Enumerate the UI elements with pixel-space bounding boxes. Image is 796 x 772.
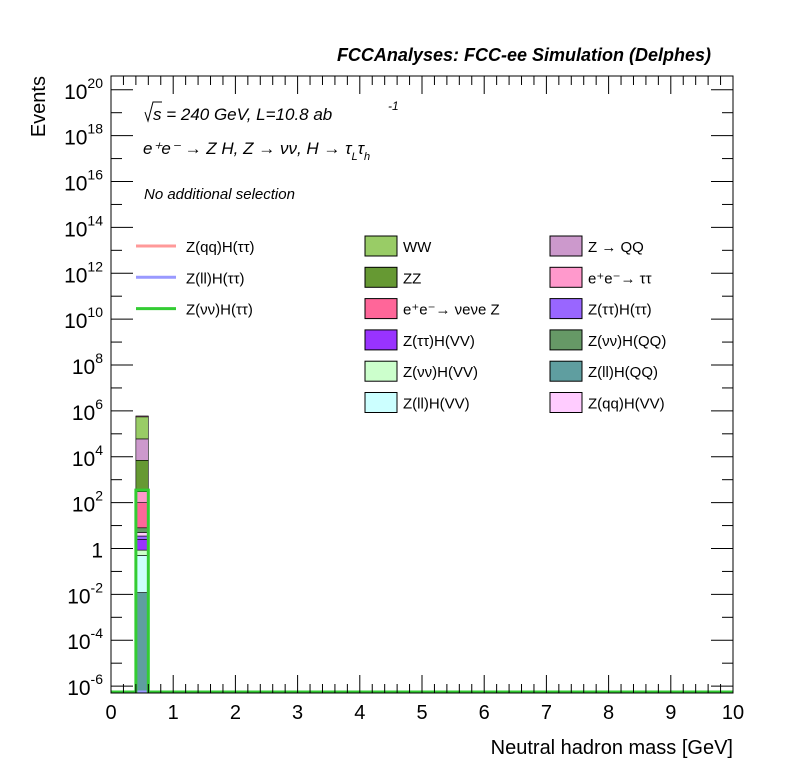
legend-box-swatch — [549, 329, 583, 351]
legend-box-swatch — [364, 392, 398, 413]
x-tick-label: 7 — [541, 702, 552, 724]
y-tick-label: 1016 — [64, 167, 103, 196]
svg-text:e⁺e⁻ → Z H, Z → νν, H → τLτh: e⁺e⁻ → Z H, Z → νν, H → τLτh — [143, 139, 370, 163]
bar-segment-11 — [135, 416, 149, 440]
y-tick-label: 102 — [72, 488, 103, 517]
x-axis-label: Neutral hadron mass [GeV] — [491, 737, 733, 759]
annotation-process: e⁺e⁻ → Z H, Z → νν, H → τLτh — [143, 139, 370, 163]
bar-segment-5 — [135, 532, 149, 537]
x-tick-label: 0 — [105, 702, 116, 724]
bar-segment-1 — [135, 555, 149, 593]
x-tick-label: 8 — [603, 702, 614, 724]
x-tick-label: 2 — [230, 702, 241, 724]
y-tick-label: 1010 — [64, 304, 103, 333]
legend-box-swatch — [549, 360, 583, 382]
bar-segment-0 — [135, 592, 149, 694]
legend-box-swatch — [549, 392, 583, 413]
plot-frame — [110, 75, 734, 694]
y-axis-label: Events — [28, 76, 50, 137]
signal-line-2 — [111, 488, 733, 694]
legend-label: Z(νν)H(VV) — [403, 364, 478, 381]
legend-label: Z(ττ)H(VV) — [403, 333, 475, 350]
y-tick-label: 1018 — [64, 121, 103, 150]
legend: Z(qq)H(ττ) Z(ll)H(ττ) Z(νν)H(ττ) WW ZZ e⁺e⁻→ … — [136, 235, 666, 413]
process-tau: τ — [358, 139, 366, 158]
legend-label: Z(ll)H(VV) — [403, 396, 470, 413]
legend-label: Z(ll)H(QQ) — [588, 364, 658, 381]
chart-title: FCCAnalyses: FCC-ee Simulation (Delphes) — [337, 45, 711, 65]
svg-text:s = 240 GeV, L=10.8 ab: s = 240 GeV, L=10.8 ab — [153, 105, 332, 124]
x-tick-label: 5 — [416, 702, 427, 724]
legend-box-swatch — [549, 266, 583, 288]
legend-box-swatch — [364, 360, 398, 382]
legend-box-swatch — [364, 235, 398, 257]
signal-lines — [111, 488, 733, 694]
bar-segment-8 — [135, 491, 149, 503]
legend-box-swatch — [364, 329, 398, 351]
legend-box-swatch — [549, 235, 583, 257]
x-tick-label: 9 — [665, 702, 676, 724]
y-tick-label: 106 — [72, 396, 103, 425]
annotation-selection: No additional selection — [144, 186, 295, 203]
annotation-energy: s = 240 GeV, L=10.8 ab -1 — [144, 99, 399, 124]
y-tick-label: 10-6 — [67, 671, 103, 700]
legend-box-swatch — [364, 298, 398, 320]
legend-label: Z(νν)H(QQ) — [588, 333, 666, 350]
bar-segment-2 — [135, 549, 149, 556]
legend-label: WW — [403, 239, 432, 256]
legend-box-swatch — [549, 298, 583, 320]
x-tick-label: 10 — [722, 702, 744, 724]
legend-box-swatch — [364, 266, 398, 288]
legend-label: ZZ — [403, 270, 421, 287]
bar-segment-9 — [135, 460, 149, 492]
axes: 0 1 2 3 4 5 6 7 8 9 10 1020 1018 1016 1014 1012 1010 108 1… — [64, 75, 744, 724]
legend-label: Z(νν)H(ττ) — [186, 302, 253, 319]
bar-segment-10 — [135, 438, 149, 461]
y-tick-label: 10-4 — [67, 625, 103, 654]
bar-segment-7 — [135, 502, 149, 529]
legend-label: Z(qq)H(VV) — [588, 396, 665, 413]
bar-segment-4 — [135, 535, 149, 540]
legend-label: e⁺e⁻→ νeνe Z — [403, 302, 500, 319]
process-sub-l: L — [352, 151, 358, 163]
legend-label: e⁺e⁻→ ττ — [588, 270, 652, 287]
x-tick-label: 6 — [479, 702, 490, 724]
bar-segment-3 — [135, 539, 149, 551]
y-tick-label: 1 — [91, 539, 103, 562]
y-tick-label: 1014 — [64, 212, 103, 241]
x-tick-label: 4 — [354, 702, 365, 724]
energy-exponent: -1 — [388, 99, 399, 113]
stacked-bars — [135, 415, 149, 694]
energy-text: = 240 GeV, L=10.8 ab — [162, 105, 333, 124]
energy-sqrt: s — [153, 105, 162, 124]
bar-segment-12 — [135, 415, 149, 418]
x-tick-label: 1 — [168, 702, 179, 724]
y-tick-label: 1012 — [64, 258, 103, 287]
process-sub-h: h — [364, 151, 370, 163]
y-tick-label: 108 — [72, 350, 103, 379]
x-tick-label: 3 — [292, 702, 303, 724]
bar-segment-6 — [135, 527, 149, 533]
y-tick-label: 10-2 — [67, 579, 103, 608]
legend-label: Z → QQ — [588, 239, 644, 256]
y-tick-label: 1020 — [64, 75, 103, 104]
legend-label: Z(ll)H(ττ) — [186, 270, 245, 287]
legend-label: Z(qq)H(ττ) — [186, 239, 255, 256]
process-text: e⁺e⁻ → Z H, Z → νν, H → τ — [143, 139, 353, 158]
legend-label: Z(ττ)H(ττ) — [588, 302, 652, 319]
y-tick-label: 104 — [72, 442, 103, 471]
